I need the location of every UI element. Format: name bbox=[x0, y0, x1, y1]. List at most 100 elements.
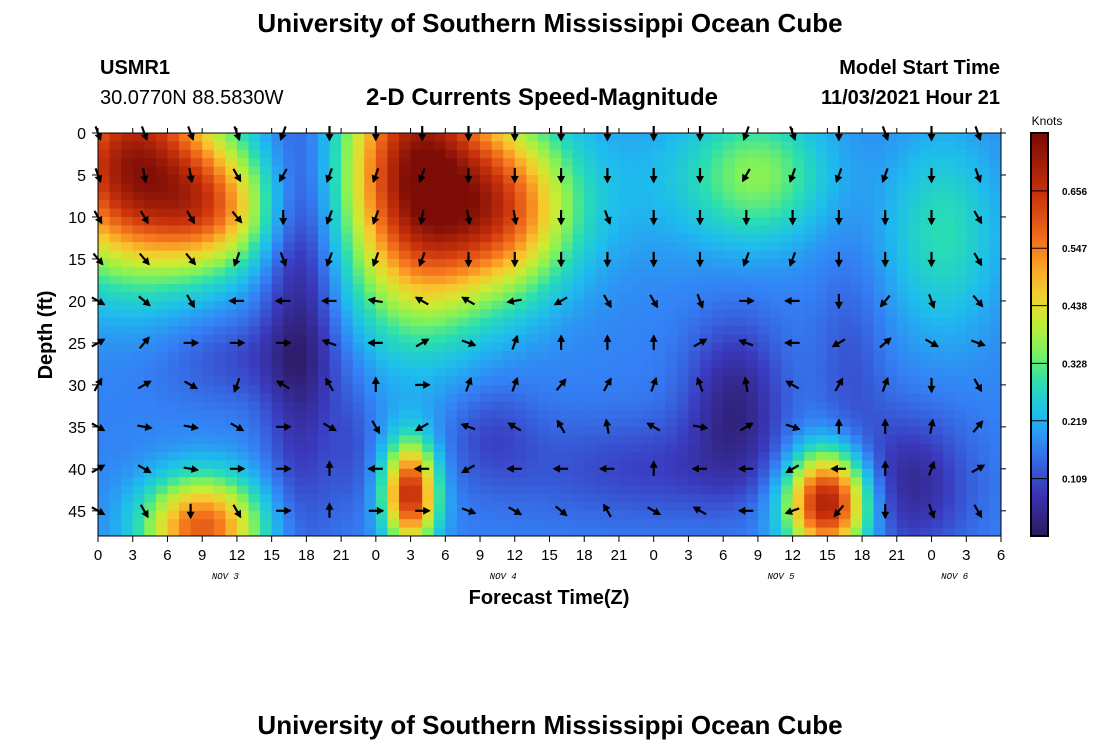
heatmap-cell bbox=[827, 351, 840, 361]
heatmap-cell bbox=[873, 502, 886, 512]
heatmap-cell bbox=[410, 426, 423, 436]
current-vector bbox=[602, 377, 612, 392]
heatmap-cell bbox=[815, 494, 828, 504]
heatmap-cell bbox=[399, 250, 412, 260]
heatmap-cell bbox=[537, 435, 551, 445]
heatmap-cell bbox=[364, 183, 377, 193]
heatmap-cell bbox=[190, 426, 203, 436]
heatmap-cell bbox=[908, 426, 921, 436]
heatmap-cell bbox=[757, 368, 771, 378]
heatmap-cell bbox=[387, 174, 400, 184]
heatmap-cell bbox=[179, 242, 192, 252]
heatmap-cell bbox=[931, 477, 944, 487]
heatmap-cell bbox=[954, 393, 967, 403]
current-vector bbox=[649, 251, 658, 268]
heatmap-cell bbox=[734, 510, 747, 520]
heatmap-cell bbox=[213, 250, 226, 260]
heatmap-cell bbox=[306, 149, 319, 159]
heatmap-cell bbox=[931, 166, 944, 176]
heatmap-cell bbox=[155, 275, 169, 285]
heatmap-cell bbox=[665, 527, 678, 536]
heatmap-cell bbox=[98, 326, 111, 336]
heatmap-cell bbox=[549, 300, 562, 310]
heatmap-cell bbox=[723, 141, 736, 151]
heatmap-cell bbox=[572, 242, 585, 252]
heatmap-cell bbox=[873, 359, 886, 369]
heatmap-cell bbox=[595, 376, 608, 386]
heatmap-cell bbox=[908, 275, 921, 285]
heatmap-cell bbox=[757, 477, 771, 487]
heatmap-cell bbox=[584, 443, 597, 453]
heatmap-cell bbox=[109, 267, 122, 277]
heatmap-cell bbox=[781, 426, 794, 436]
date-label: NOV 6 bbox=[941, 572, 969, 582]
heatmap-cell bbox=[873, 326, 886, 336]
heatmap-cell bbox=[769, 258, 782, 268]
heatmap-cell bbox=[480, 351, 493, 361]
heatmap-cell bbox=[433, 443, 446, 453]
heatmap-cell bbox=[387, 494, 400, 504]
heatmap-cell bbox=[746, 351, 759, 361]
heatmap-cell bbox=[213, 452, 226, 462]
heatmap-cell bbox=[827, 174, 840, 184]
heatmap-cell bbox=[514, 158, 527, 168]
x-tick-label: 9 bbox=[198, 547, 206, 564]
heatmap-cell bbox=[838, 158, 852, 168]
x-tick-label: 6 bbox=[719, 547, 727, 564]
heatmap-cell bbox=[688, 317, 701, 327]
heatmap-cell bbox=[503, 393, 516, 403]
heatmap-cell bbox=[225, 233, 238, 243]
heatmap-cell bbox=[919, 342, 933, 352]
heatmap-cell bbox=[954, 233, 967, 243]
heatmap-cell bbox=[387, 351, 400, 361]
heatmap-cell bbox=[144, 200, 157, 210]
heatmap-cell bbox=[271, 527, 284, 536]
heatmap-cell bbox=[433, 284, 446, 294]
heatmap-cell bbox=[607, 342, 620, 352]
heatmap-cell bbox=[202, 494, 215, 504]
heatmap-cell bbox=[943, 216, 956, 226]
heatmap-cell bbox=[572, 208, 585, 218]
heatmap-cell bbox=[352, 452, 365, 462]
heatmap-cell bbox=[862, 166, 875, 176]
heatmap-cell bbox=[989, 141, 1001, 151]
heatmap-cell bbox=[98, 418, 111, 428]
heatmap-cell bbox=[607, 250, 620, 260]
heatmap-cell bbox=[109, 174, 122, 184]
heatmap-cell bbox=[711, 275, 724, 285]
heatmap-cell bbox=[190, 351, 203, 361]
heatmap-cell bbox=[746, 317, 759, 327]
heatmap-cell bbox=[329, 510, 342, 520]
heatmap-cell bbox=[792, 527, 805, 536]
vector-head bbox=[325, 502, 334, 510]
heatmap-cell bbox=[723, 149, 736, 159]
heatmap-cell bbox=[537, 468, 551, 478]
heatmap-cell bbox=[792, 174, 805, 184]
heatmap-cell bbox=[827, 242, 840, 252]
heatmap-cell bbox=[317, 326, 331, 336]
heatmap-cell bbox=[144, 250, 157, 260]
heatmap-cell bbox=[410, 359, 423, 369]
heatmap-cell bbox=[746, 510, 759, 520]
heatmap-cell bbox=[132, 368, 145, 378]
heatmap-cell bbox=[526, 309, 539, 319]
heatmap-cell bbox=[202, 477, 215, 487]
heatmap-cell bbox=[769, 527, 782, 536]
heatmap-cell bbox=[885, 200, 898, 210]
heatmap-cell bbox=[943, 443, 956, 453]
heatmap-cell bbox=[468, 494, 481, 504]
heatmap-cell bbox=[815, 443, 828, 453]
heatmap-cell bbox=[711, 250, 724, 260]
heatmap-cell bbox=[202, 225, 215, 235]
heatmap-cell bbox=[734, 200, 747, 210]
heatmap-cell bbox=[618, 216, 632, 226]
heatmap-cell bbox=[618, 225, 632, 235]
heatmap-cell bbox=[769, 384, 782, 394]
heatmap-cell bbox=[283, 275, 296, 285]
heatmap-cell bbox=[977, 216, 991, 226]
heatmap-cell bbox=[445, 435, 458, 445]
heatmap-cell bbox=[549, 309, 562, 319]
heatmap-cell bbox=[838, 284, 852, 294]
current-vector bbox=[508, 506, 523, 516]
heatmap-cell bbox=[688, 460, 701, 470]
